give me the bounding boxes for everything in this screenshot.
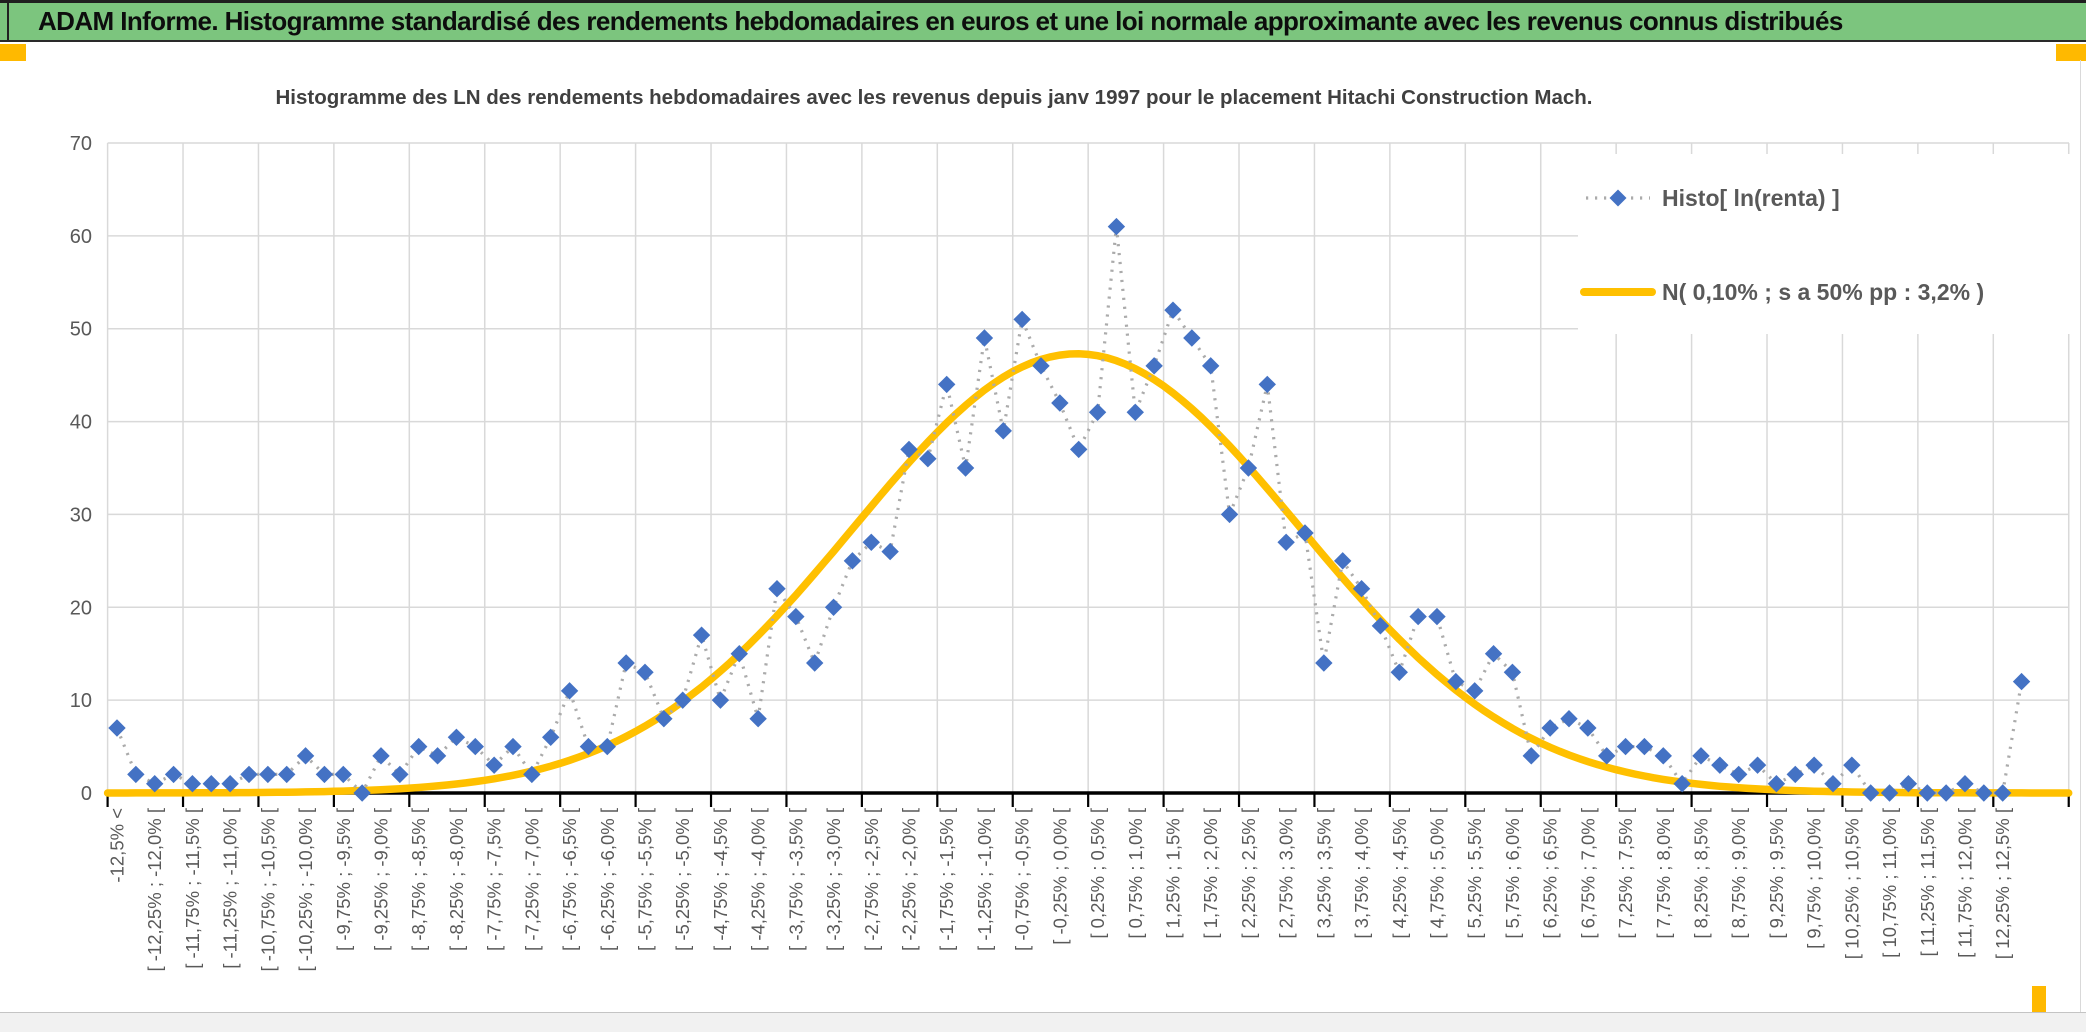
x-axis-label: [ -10,75% ; -10,5% [ — [257, 808, 278, 972]
x-axis-label: [ -2,25% ; -2,0% [ — [898, 808, 919, 951]
cell-border-line — [7, 3, 9, 40]
x-axis-label: [ 8,25% ; 8,5% [ — [1690, 808, 1711, 939]
x-axis-label: [ -7,75% ; -7,5% [ — [484, 808, 505, 951]
x-axis-label: [ -3,75% ; -3,5% [ — [785, 808, 806, 951]
normal-curve-series[interactable] — [103, 350, 2073, 797]
x-axis-label: [ 0,75% ; 1,0% [ — [1125, 808, 1146, 939]
x-axis-label: [ 1,75% ; 2,0% [ — [1200, 808, 1221, 939]
x-axis-label: [ 5,25% ; 5,5% [ — [1464, 808, 1485, 939]
x-axis-label: [ 10,25% ; 10,5% [ — [1841, 808, 1862, 959]
y-axis-label: 70 — [70, 133, 92, 155]
x-axis-label: [ -12,25% ; -12,0% [ — [144, 808, 165, 972]
legend-diamond-marker-icon — [1609, 189, 1627, 207]
x-axis-label: [ -4,75% ; -4,5% [ — [710, 808, 731, 951]
y-axis-label: 20 — [70, 597, 92, 619]
x-axis-label: [ 9,75% ; 10,0% [ — [1804, 808, 1825, 949]
x-axis-label: [ 4,25% ; 4,5% [ — [1389, 808, 1410, 939]
x-axis-label: [ -0,75% ; -0,5% [ — [1012, 808, 1033, 951]
x-axis-label: [ 3,25% ; 3,5% [ — [1313, 808, 1334, 939]
x-axis-label: [ 6,75% ; 7,0% [ — [1577, 808, 1598, 939]
y-axis-label: 50 — [70, 319, 92, 341]
x-axis-label: [ -5,25% ; -5,0% [ — [672, 808, 693, 951]
x-axis-label: [ 11,75% ; 12,0% [ — [1954, 808, 1975, 958]
x-axis-label: [ 1,25% ; 1,5% [ — [1162, 808, 1183, 939]
legend-background — [1578, 154, 2074, 334]
x-axis-label: [ -9,25% ; -9,0% [ — [370, 808, 391, 951]
orange-accent-top-right — [2056, 44, 2086, 61]
legend-label-histogram: Histo[ ln(renta) ] — [1662, 185, 1840, 211]
x-axis-label: [ 7,25% ; 7,5% [ — [1615, 808, 1636, 939]
x-axis-label: [ 8,75% ; 9,0% [ — [1728, 808, 1749, 939]
legend-item-normal-curve[interactable]: N( 0,10% ; s a 50% pp : 3,2% ) — [1580, 279, 1984, 305]
x-axis-label: [ -6,25% ; -6,0% [ — [597, 808, 618, 951]
x-axis-label: [ -5,75% ; -5,5% [ — [634, 808, 655, 951]
sheet-title-bar: ADAM Informe. Histogramme standardisé de… — [0, 0, 2086, 42]
y-axis-label: 60 — [70, 226, 92, 248]
x-axis-label: [ 11,25% ; 11,5% [ — [1917, 808, 1938, 956]
sheet-title-text: ADAM Informe. Histogramme standardisé de… — [38, 6, 1843, 36]
x-axis-label: [ -7,25% ; -7,0% [ — [521, 808, 542, 951]
x-axis-label: [ 7,75% ; 8,0% [ — [1653, 808, 1674, 939]
chart-title: Histogramme des LN des rendements hebdom… — [276, 86, 1593, 109]
legend: Histo[ ln(renta) ] N( 0,10% ; s a 50% pp… — [1578, 154, 2074, 334]
x-axis-label: [ 0,25% ; 0,5% [ — [1087, 808, 1108, 939]
x-axis-label: [ -8,75% ; -8,5% [ — [408, 808, 429, 951]
x-axis-label: [ -11,25% ; -11,0% [ — [220, 808, 241, 969]
x-axis-label: [ 2,75% ; 3,0% [ — [1276, 808, 1297, 939]
plot-area: 0 10 20 30 40 50 60 70 -12,5% < [ -12,25% ; -12,0… — [70, 133, 2073, 972]
x-axis-label: -12,5% < — [107, 808, 128, 883]
x-axis-label: [ -4,25% ; -4,0% [ — [748, 808, 769, 951]
worksheet-row-strip — [0, 1012, 2086, 1032]
x-axis-label: [ -11,75% ; -11,5% [ — [182, 808, 203, 969]
x-axis-label: [ 12,25% ; 12,5% [ — [1992, 808, 2013, 959]
orange-accent-top-left — [0, 44, 26, 61]
x-axis-label: [ 4,75% ; 5,0% [ — [1426, 808, 1447, 939]
x-axis-label: [ -6,75% ; -6,5% [ — [559, 808, 580, 951]
x-axis-label: [ -0,25% ; 0,0% [ — [1049, 808, 1070, 945]
legend-item-histogram[interactable]: Histo[ ln(renta) ] — [1586, 185, 1840, 211]
x-axis-label: [ -9,75% ; -9,5% [ — [333, 808, 354, 951]
x-axis-label: [ -2,75% ; -2,5% [ — [861, 808, 882, 951]
x-axis-label: [ 2,25% ; 2,5% [ — [1238, 808, 1259, 939]
y-axis-label: 30 — [70, 504, 92, 526]
x-axis-label: [ 10,75% ; 11,0% [ — [1879, 808, 1900, 958]
legend-label-normal: N( 0,10% ; s a 50% pp : 3,2% ) — [1662, 279, 1984, 305]
x-axis-label: [ -1,75% ; -1,5% [ — [936, 808, 957, 951]
y-axis-label: 0 — [81, 783, 92, 805]
x-axis-label: [ -3,25% ; -3,0% [ — [823, 808, 844, 951]
x-axis-label: [ -8,25% ; -8,0% [ — [446, 808, 467, 951]
x-axis-label: [ 3,75% ; 4,0% [ — [1351, 808, 1372, 939]
y-axis-label: 40 — [70, 412, 92, 434]
x-axis-label: [ 9,25% ; 9,5% [ — [1766, 808, 1787, 939]
x-axis-label: [ 5,75% ; 6,0% [ — [1502, 808, 1523, 939]
x-axis-label: [ -10,25% ; -10,0% [ — [295, 808, 316, 972]
x-axis-label: [ 6,25% ; 6,5% [ — [1540, 808, 1561, 939]
x-axis-label: [ -1,25% ; -1,0% [ — [974, 808, 995, 951]
chart-right-border — [2080, 60, 2081, 1012]
y-axis-label: 10 — [70, 690, 92, 712]
